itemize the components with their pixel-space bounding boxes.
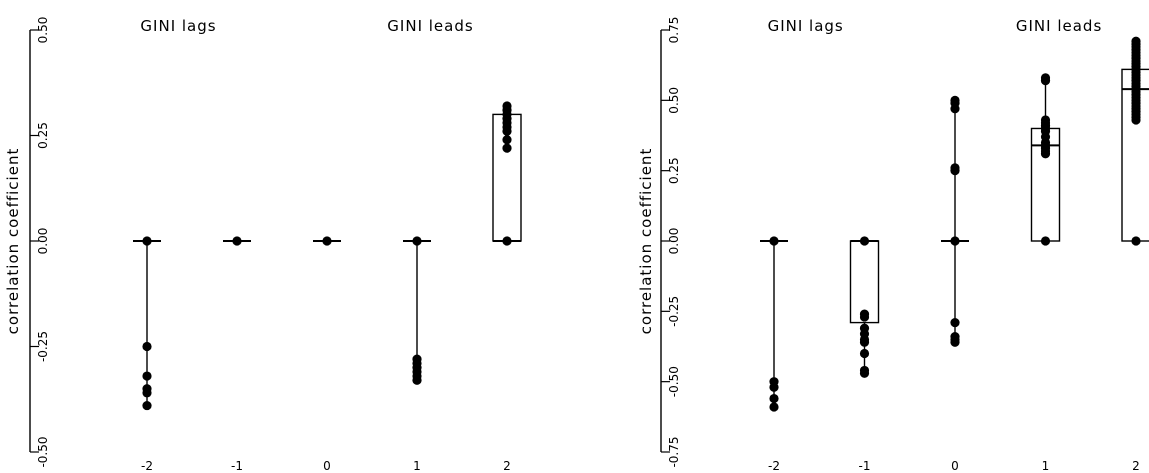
data-point xyxy=(859,312,870,322)
lags-annotation: GINI lags xyxy=(768,17,844,35)
y-tick-label: -0.75 xyxy=(667,436,681,467)
data-point xyxy=(859,368,870,378)
data-point xyxy=(322,236,332,246)
data-point xyxy=(142,371,152,381)
y-tick-label: 0.00 xyxy=(36,228,50,255)
data-point xyxy=(412,236,422,246)
y-tick-label: -0.25 xyxy=(667,296,681,327)
leads-annotation: GINI leads xyxy=(1016,17,1102,35)
x-tick-label: 2 xyxy=(1132,459,1140,473)
lags-annotation: GINI lags xyxy=(140,17,216,35)
y-tick-label: 0.50 xyxy=(667,87,681,114)
right-panel: -0.75 -0.50 -0.25 0.00 0.25 0.50 0.75 correlati… xyxy=(637,17,1149,473)
x-tick-label: 0 xyxy=(323,459,331,473)
data-point xyxy=(502,126,512,136)
x-tick-label: 0 xyxy=(951,459,959,473)
data-point xyxy=(1040,149,1051,159)
y-tick-label: -0.50 xyxy=(36,436,50,467)
y-tick-label: 0.25 xyxy=(36,122,50,149)
data-point xyxy=(502,236,512,246)
data-point xyxy=(1040,236,1051,246)
data-point xyxy=(769,236,779,246)
data-point xyxy=(412,375,422,385)
data-point xyxy=(859,348,870,359)
y-tick-label: 0.50 xyxy=(36,17,50,44)
data-point xyxy=(1040,76,1051,86)
y-tick-label: -0.25 xyxy=(36,331,50,362)
data-point xyxy=(142,388,152,398)
data-point xyxy=(142,400,152,411)
data-point xyxy=(859,236,870,246)
x-tick-label: 1 xyxy=(1042,459,1050,473)
data-point xyxy=(769,382,779,392)
left-panel: -0.50 -0.25 0.00 0.25 0.50 correlation coeffi… xyxy=(4,17,522,473)
x-tick-label: -1 xyxy=(231,459,243,473)
y-tick-label: 0.25 xyxy=(667,157,681,184)
data-point xyxy=(142,341,152,352)
data-point xyxy=(502,135,512,145)
data-point xyxy=(950,317,960,328)
x-tick-label: 2 xyxy=(503,459,511,473)
box xyxy=(849,240,880,324)
y-tick-label: 0.75 xyxy=(667,17,681,44)
data-point xyxy=(859,337,870,347)
data-point xyxy=(950,337,960,347)
data-point xyxy=(769,402,779,412)
leads-annotation: GINI leads xyxy=(387,17,473,35)
data-point xyxy=(950,166,960,176)
x-tick-label: -2 xyxy=(768,459,780,473)
y-axis-label: correlation coefficient xyxy=(637,148,655,335)
y-tick-label: 0.00 xyxy=(667,228,681,255)
x-tick-label: 1 xyxy=(413,459,421,473)
data-point xyxy=(142,236,152,246)
data-point xyxy=(950,104,960,114)
x-tick-label: -2 xyxy=(141,459,153,473)
data-point xyxy=(502,143,512,153)
y-axis-label: correlation coefficient xyxy=(4,148,22,335)
data-point xyxy=(1131,115,1141,125)
data-point xyxy=(769,393,779,404)
data-point xyxy=(950,236,960,246)
data-point xyxy=(1131,236,1141,246)
y-tick-label: -0.50 xyxy=(667,366,681,397)
data-point xyxy=(232,236,242,246)
x-tick-label: -1 xyxy=(859,459,871,473)
box xyxy=(492,113,522,242)
